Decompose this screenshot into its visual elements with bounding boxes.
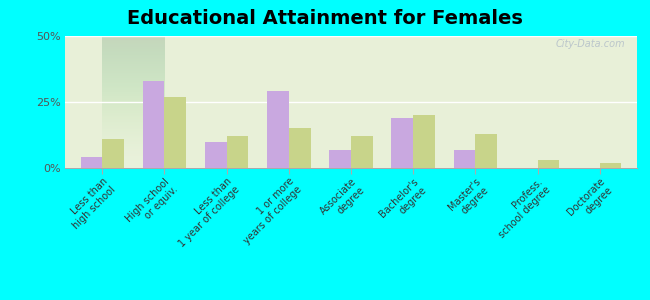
- Bar: [267, 92, 289, 168]
- Bar: [413, 115, 435, 168]
- Bar: [330, 149, 351, 168]
- Bar: [538, 160, 559, 168]
- Bar: [143, 81, 164, 168]
- Bar: [289, 128, 311, 168]
- Bar: [454, 149, 475, 168]
- Text: City-Data.com: City-Data.com: [556, 39, 625, 49]
- Bar: [351, 136, 372, 168]
- Bar: [391, 118, 413, 168]
- Bar: [81, 158, 102, 168]
- Bar: [475, 134, 497, 168]
- Bar: [205, 142, 227, 168]
- Bar: [102, 139, 124, 168]
- Text: Educational Attainment for Females: Educational Attainment for Females: [127, 9, 523, 28]
- Bar: [164, 97, 187, 168]
- Bar: [600, 163, 621, 168]
- Bar: [227, 136, 248, 168]
